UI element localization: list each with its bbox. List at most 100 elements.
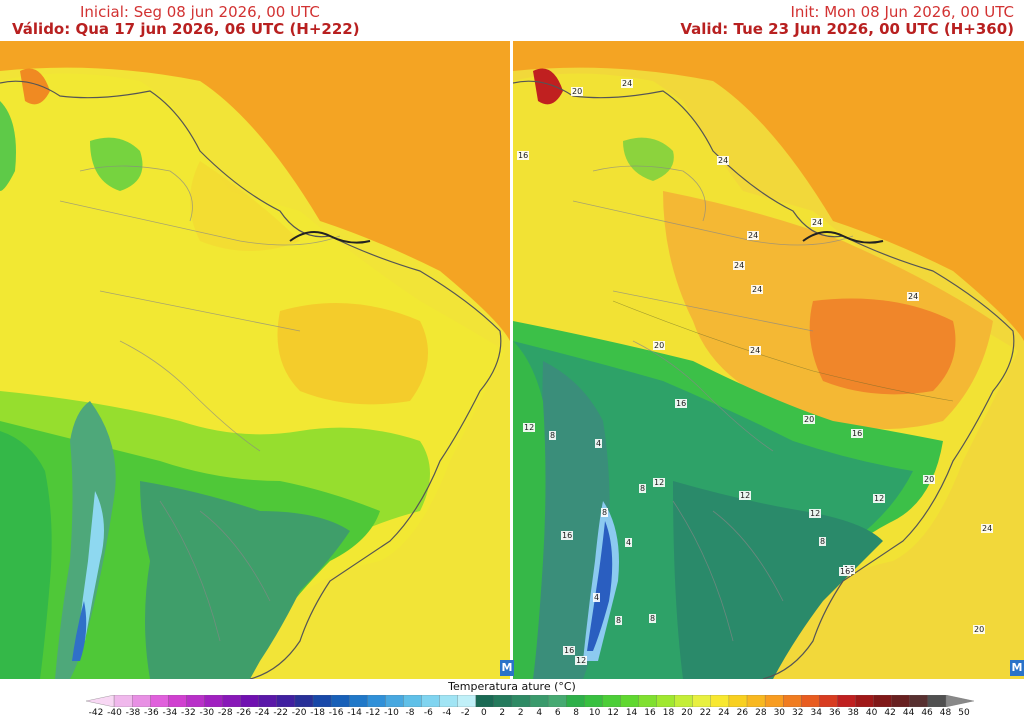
- legend-swatch: [873, 695, 893, 707]
- panel-divider: [510, 41, 513, 679]
- legend-swatch: [837, 695, 857, 707]
- legend-swatch: [439, 695, 459, 707]
- legend-swatch: [385, 695, 405, 707]
- legend-swatch: [566, 695, 585, 707]
- legend-tick-label: 22: [699, 708, 712, 718]
- provider-logo-icon: M: [500, 660, 514, 676]
- legend-tick-label: -30: [199, 708, 215, 718]
- contour-label: 24: [717, 156, 730, 165]
- right-panel-header: Init: Mon 08 Jun 2026, 00 UTC Valid: Tue…: [512, 0, 1024, 40]
- legend-tick-label: -2: [460, 708, 470, 718]
- legend-tick-label: -22: [273, 708, 289, 718]
- legend-tick-label: -34: [162, 708, 178, 718]
- contour-label: 16: [517, 151, 530, 160]
- legend-tick-label: -6: [423, 708, 433, 718]
- legend-tick-label: 42: [884, 708, 896, 718]
- contour-label: 24: [907, 292, 920, 301]
- init-time-label: Init: Mon 08 Jun 2026, 00 UTC: [790, 3, 1014, 21]
- legend-tick-label: -18: [310, 708, 325, 718]
- legend-tick-label: 10: [588, 708, 601, 718]
- legend-swatch: [258, 695, 278, 707]
- legend-tick-label: 14: [625, 708, 638, 718]
- legend-swatch: [909, 695, 929, 707]
- legend-swatch: [403, 695, 423, 707]
- contour-label: 24: [621, 79, 634, 88]
- legend-tick-label: -26: [236, 708, 252, 718]
- legend-tick-label: 30: [773, 708, 786, 718]
- legend-swatch: [891, 695, 911, 707]
- legend-tick-label: 34: [810, 708, 822, 718]
- legend-swatch: [927, 695, 947, 707]
- legend-swatch: [620, 695, 640, 707]
- legend-ticks: -42 -40 -38 -36 -34 -32 -30 -28 -26 -24 -22 -20 -18-…: [0, 708, 1024, 720]
- legend-tick-label: -32: [180, 708, 196, 718]
- legend-tick-label: -40: [107, 708, 122, 718]
- legend-tick-label: 6: [554, 708, 561, 718]
- legend-color-bar: [86, 695, 974, 707]
- legend-swatch: [764, 695, 784, 707]
- contour-label: 16: [563, 646, 576, 655]
- legend-swatch: [113, 695, 133, 707]
- legend-swatch: [656, 695, 676, 707]
- legend-swatch: [294, 695, 314, 707]
- left-temperature-map[interactable]: [0, 41, 510, 679]
- legend-swatch: [222, 695, 242, 707]
- legend-tick-label: 0: [480, 708, 487, 718]
- legend-swatch: [746, 695, 766, 707]
- contour-label: 24: [751, 285, 764, 294]
- legend-tick-label: 8: [573, 708, 580, 718]
- legend-tick-label: -10: [384, 708, 399, 718]
- legend-swatch: [150, 695, 169, 707]
- legend-swatch: [801, 695, 820, 707]
- legend-tick-label: -28: [217, 708, 233, 718]
- contour-label: 12: [739, 491, 752, 500]
- contour-label: 4: [593, 593, 601, 602]
- left-panel-header: Inicial: Seg 08 jun 2026, 00 UTC Válido:…: [0, 0, 512, 40]
- legend-swatch: [638, 695, 658, 707]
- right-temperature-map[interactable]: 20 24 16 24 24 24 24 24 24 20 24 16 20 1…: [513, 41, 1024, 679]
- legend-tick-label: -36: [144, 708, 159, 718]
- legend-swatch: [240, 695, 260, 707]
- legend-swatch: [945, 695, 974, 707]
- legend-tick-label: -4: [442, 708, 452, 718]
- legend-tick-label: 32: [792, 708, 804, 718]
- legend-swatch: [421, 695, 441, 707]
- contour-label: 16: [851, 429, 864, 438]
- temperature-field-right: [513, 41, 1024, 679]
- legend-swatch: [457, 695, 477, 707]
- init-time-label: Inicial: Seg 08 jun 2026, 00 UTC: [80, 3, 320, 21]
- legend-swatch: [819, 695, 839, 707]
- legend-swatch: [475, 695, 495, 707]
- contour-label: 12: [653, 478, 666, 487]
- contour-label: 8: [615, 616, 623, 625]
- contour-label: 20: [653, 341, 666, 350]
- legend-swatch: [349, 695, 368, 707]
- legend-swatch: [783, 695, 802, 707]
- contour-label: 4: [625, 538, 633, 547]
- legend-swatch: [493, 695, 513, 707]
- legend-swatch: [710, 695, 730, 707]
- contour-label: 24: [981, 524, 994, 533]
- legend-tick-label: 40: [865, 708, 878, 718]
- legend-swatch: [529, 695, 549, 707]
- legend-swatch: [186, 695, 206, 707]
- legend-tick-label: 28: [755, 708, 767, 718]
- legend-swatch: [855, 695, 875, 707]
- contour-label: 24: [749, 346, 762, 355]
- legend-tick-label: 36: [828, 708, 841, 718]
- legend-tick-label: 46: [921, 708, 933, 718]
- legend-tick-label: -14: [347, 708, 362, 718]
- provider-logo-icon: M: [1010, 660, 1024, 676]
- legend-swatch: [86, 695, 115, 707]
- contour-label: 16: [675, 399, 688, 408]
- legend-swatch: [547, 695, 567, 707]
- legend-swatch: [728, 695, 748, 707]
- contour-label: 8: [601, 508, 609, 517]
- legend-tick-label: 44: [902, 708, 915, 718]
- contour-label: 8: [819, 537, 827, 546]
- legend-swatch: [168, 695, 188, 707]
- contour-label: 20: [571, 87, 584, 96]
- legend-swatch: [692, 695, 712, 707]
- contour-label: 8: [639, 484, 647, 493]
- legend-tick-label: -12: [365, 708, 381, 718]
